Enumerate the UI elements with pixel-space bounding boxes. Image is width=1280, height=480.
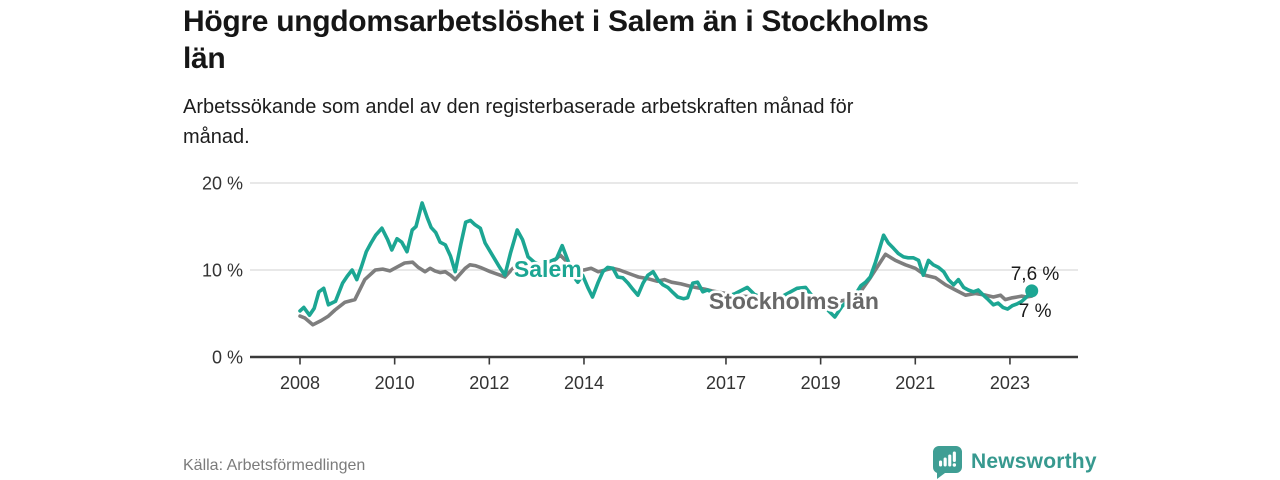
x-tick-label: 2023 [990,373,1030,393]
newsworthy-logo: Newsworthy [931,445,1097,479]
y-tick-label: 20 % [202,174,243,194]
y-tick-label: 10 % [202,261,243,281]
series-label-salem: Salem [514,256,582,282]
bar-small [939,460,943,467]
x-tick-label: 2021 [895,373,935,393]
end-value-label-salem: 7,6 % [1011,264,1060,285]
newsworthy-bar-chart-bubble-icon [932,446,962,479]
x-tick-label: 2019 [801,373,841,393]
x-tick-label: 2008 [280,373,320,393]
exclamation-dot [952,463,957,467]
exclamation-bar [952,451,956,462]
bar-tall [948,454,952,467]
chart-subtitle: Arbetssökande som andel av den registerb… [183,96,854,148]
end-point-dot [1025,284,1039,298]
series-line-stockholms-l-n [298,252,1034,327]
speech-bubble-shape [932,446,962,479]
bar-medium [943,457,947,467]
x-tick-label: 2017 [706,373,746,393]
end-value-label-stockholms-l-n: 7 % [1019,301,1052,322]
y-tick-label: 0 % [212,348,243,368]
x-tick-label: 2012 [469,373,509,393]
x-tick-label: 2010 [375,373,415,393]
series-label-stockholms-l-n: Stockholms län [709,288,879,314]
page-title: Högre ungdomsarbetslöshet i Salem än i S… [183,5,929,75]
series-line-salem [298,201,1034,319]
source-note: Källa: Arbetsförmedlingen [183,457,366,474]
brand-name: Newsworthy [971,450,1097,473]
x-tick-label: 2014 [564,373,604,393]
